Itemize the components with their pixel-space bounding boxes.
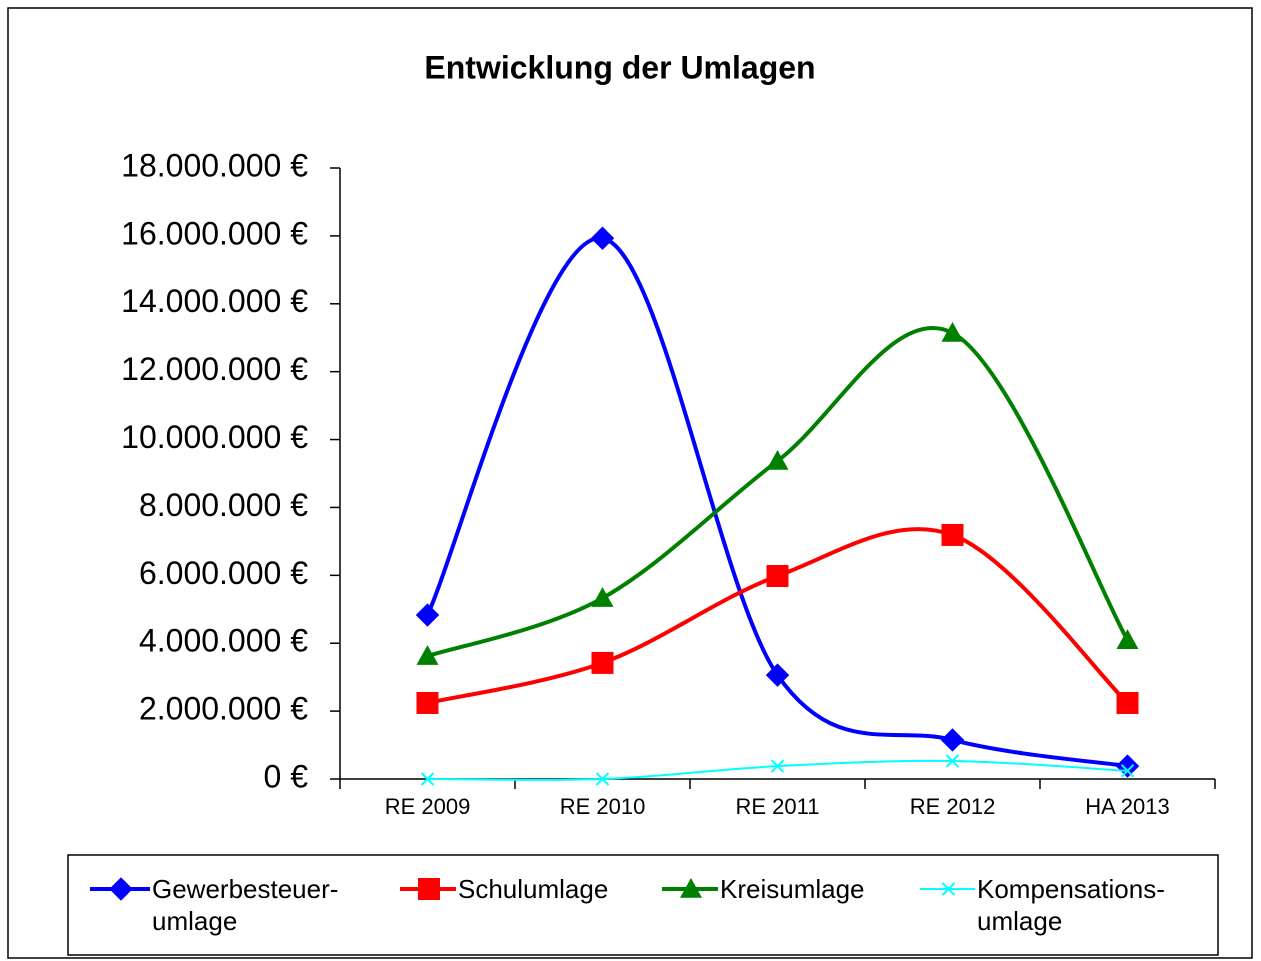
marker	[940, 728, 965, 752]
marker	[595, 772, 610, 786]
legend-marker	[941, 882, 956, 896]
marker	[941, 523, 964, 546]
y-tick-label: 18.000.000 €	[121, 147, 308, 183]
y-tick-label: 6.000.000 €	[139, 555, 308, 591]
marker	[1116, 629, 1139, 649]
marker	[415, 603, 440, 627]
chart-border	[7, 7, 1253, 959]
legend-box	[67, 854, 1219, 956]
marker	[766, 565, 789, 588]
x-tick-label: RE 2009	[385, 794, 471, 819]
marker	[766, 449, 789, 470]
legend-label: Gewerbesteuer- umlage	[152, 874, 339, 936]
y-tick-label: 0 €	[264, 758, 309, 794]
marker	[591, 651, 614, 674]
marker	[1120, 764, 1135, 778]
marker	[590, 226, 615, 250]
x-tick-label: RE 2010	[560, 794, 646, 819]
chart-title: Entwicklung der Umlagen	[424, 49, 815, 85]
marker	[770, 759, 785, 773]
y-tick-label: 4.000.000 €	[139, 623, 308, 659]
y-tick-label: 10.000.000 €	[121, 419, 308, 455]
y-tick-label: 14.000.000 €	[121, 283, 308, 319]
marker	[941, 321, 964, 342]
legend-label: Kreisumlage	[720, 874, 865, 904]
y-tick-label: 16.000.000 €	[121, 215, 308, 251]
marker	[591, 587, 614, 607]
series-line	[426, 326, 1130, 659]
marker	[945, 754, 960, 768]
legend-marker	[418, 878, 440, 900]
x-tick-label: RE 2012	[910, 794, 996, 819]
marker	[1116, 691, 1139, 714]
legend-marker	[109, 877, 133, 901]
legend-marker	[680, 878, 702, 898]
marker	[420, 772, 435, 786]
y-tick-label: 8.000.000 €	[139, 487, 308, 523]
series-line	[425, 236, 1128, 769]
marker	[765, 663, 790, 687]
y-tick-label: 12.000.000 €	[121, 351, 308, 387]
y-tick-label: 2.000.000 €	[139, 691, 308, 727]
marker	[416, 645, 439, 665]
marker	[1115, 754, 1140, 778]
legend-label: Schulumlage	[458, 874, 609, 904]
legend-label: Kompensations- umlage	[977, 874, 1165, 936]
series-line	[427, 759, 1128, 781]
marker	[416, 691, 439, 714]
x-tick-label: RE 2011	[736, 794, 820, 819]
x-tick-label: HA 2013	[1085, 794, 1169, 819]
